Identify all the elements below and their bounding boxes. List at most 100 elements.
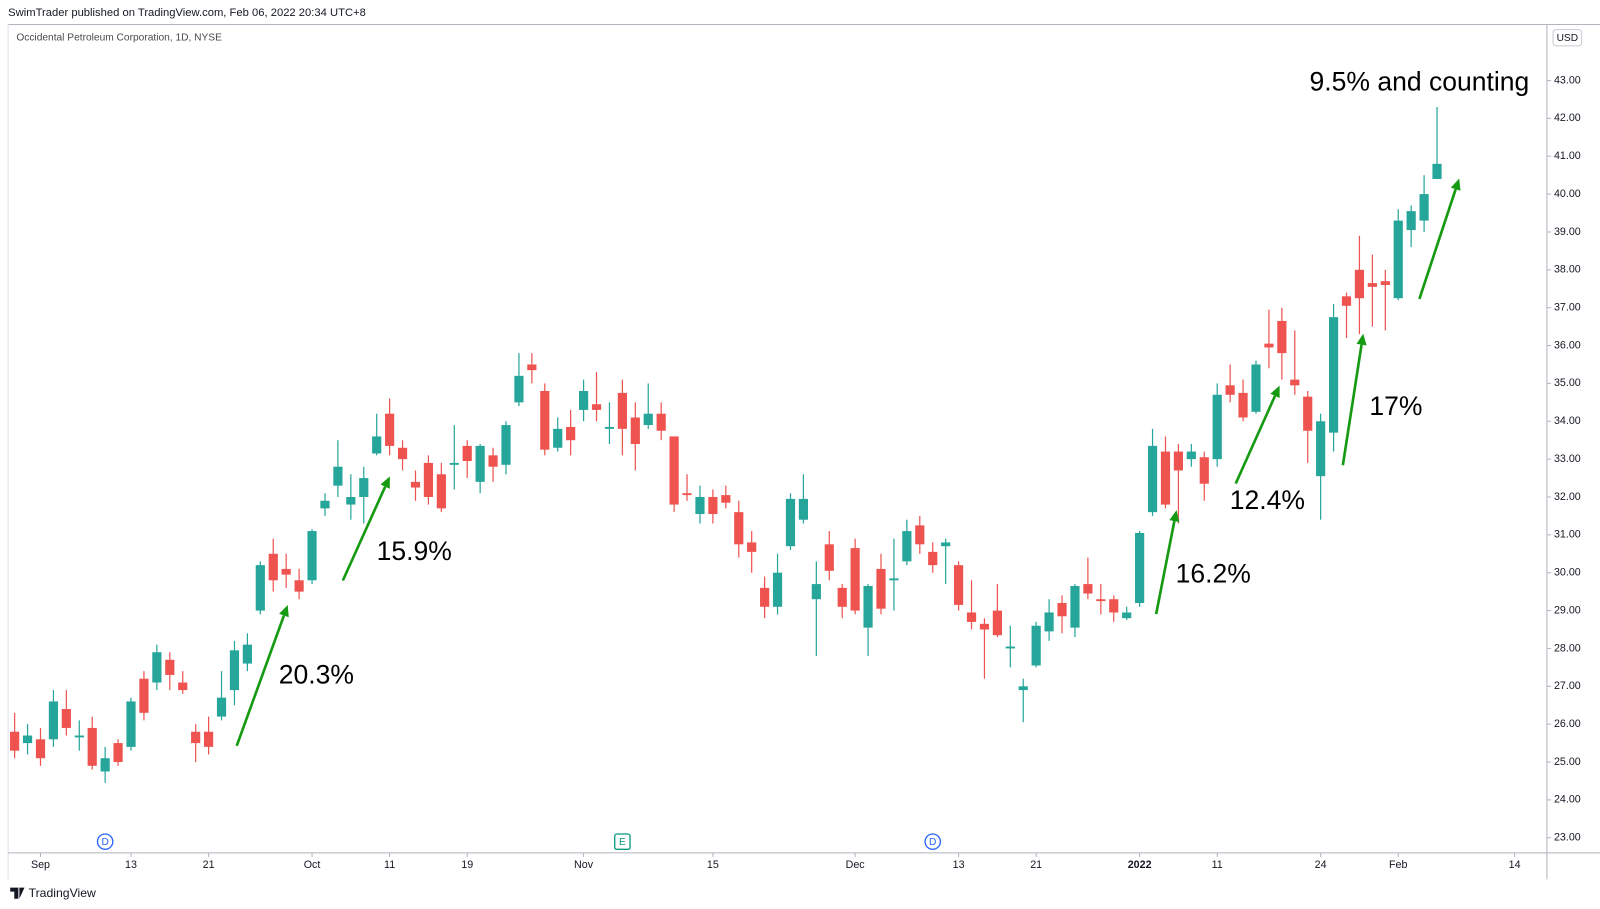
y-tick-label: 40.00 <box>1554 188 1581 200</box>
y-tick-label: 42.00 <box>1554 112 1581 124</box>
candle-body <box>966 612 977 622</box>
candle-body <box>372 436 382 454</box>
y-tick-label: 38.00 <box>1554 264 1581 276</box>
y-tick-label: 29.00 <box>1554 604 1581 616</box>
candle-body <box>1290 379 1300 386</box>
candle-body <box>566 426 576 441</box>
annotation-label: 20.3% <box>279 659 354 689</box>
annotation: 9.5% and counting <box>1310 67 1529 300</box>
candle-body <box>1070 585 1080 628</box>
candle-body <box>501 425 511 465</box>
candle-body <box>1225 385 1235 395</box>
candle-body <box>1393 220 1403 299</box>
candle-body <box>1419 194 1429 221</box>
y-tick-label: 34.00 <box>1554 415 1581 427</box>
candle-body <box>1406 211 1416 231</box>
annotation-arrowhead <box>1169 510 1180 523</box>
candle-body <box>178 682 188 691</box>
annotation: 15.9% <box>341 476 452 582</box>
candle-body <box>281 568 291 575</box>
y-tick-label: 39.00 <box>1554 226 1581 238</box>
annotation-label: 12.4% <box>1230 485 1305 515</box>
candle-body <box>74 735 84 738</box>
candle-body <box>630 417 640 444</box>
currency-box <box>1552 29 1583 47</box>
candle-body <box>992 610 1002 636</box>
candle-body <box>1277 320 1287 354</box>
candle-body <box>1109 599 1119 613</box>
x-tick-label: 14 <box>1509 859 1521 871</box>
candle-body <box>527 364 537 371</box>
candle-body <box>165 659 175 675</box>
event-label: D <box>929 837 936 848</box>
candle-body <box>798 498 809 520</box>
candle-body <box>255 565 265 611</box>
candle-body <box>359 478 369 497</box>
candle-body <box>139 678 149 713</box>
candle-body <box>941 542 951 547</box>
y-tick-label: 33.00 <box>1554 453 1581 465</box>
annotation-arrowhead <box>1450 178 1461 191</box>
x-tick-label: 2022 <box>1128 859 1152 871</box>
annotation: 17% <box>1341 333 1422 466</box>
event-label: D <box>101 837 108 848</box>
candle-body <box>1160 451 1171 505</box>
x-tick-label: Nov <box>574 859 594 871</box>
candle-body <box>10 731 20 751</box>
candle-body <box>1018 686 1028 691</box>
candle-body <box>889 578 899 581</box>
annotation: 16.2% <box>1154 510 1251 615</box>
annotation-label: 15.9% <box>377 536 452 566</box>
candle-body <box>22 735 33 744</box>
candle-body <box>1328 317 1339 433</box>
candle-body <box>1316 421 1326 477</box>
candle-body <box>268 553 278 581</box>
candle-body <box>540 390 550 450</box>
candle-body <box>48 701 59 740</box>
x-tick-label: Oct <box>304 859 321 871</box>
annotation-arrowhead <box>380 476 390 489</box>
event-icon <box>614 833 631 850</box>
candle-body <box>449 462 459 465</box>
candle-body <box>1251 364 1261 412</box>
candle-body <box>294 580 304 592</box>
y-tick-label: 23.00 <box>1554 832 1581 844</box>
event-marker: E <box>614 833 631 850</box>
candle-body <box>1212 394 1222 460</box>
candle-body <box>410 481 421 488</box>
candle-body <box>1367 283 1377 287</box>
candle-body <box>760 587 770 607</box>
candle-body <box>1341 296 1352 306</box>
candle-body <box>578 390 589 410</box>
annotation-arrow <box>1154 520 1176 615</box>
y-tick-label: 36.00 <box>1554 339 1581 351</box>
candle-body <box>87 727 97 766</box>
x-tick-label: 13 <box>953 859 965 871</box>
chart-title: Occidental Petroleum Corporation, 1D, NY… <box>16 32 222 43</box>
candle-body <box>591 404 602 410</box>
candle-body <box>1147 445 1158 513</box>
y-tick-label: 37.00 <box>1554 302 1581 314</box>
annotation: 20.3% <box>235 604 354 747</box>
annotation-arrow <box>1234 395 1277 485</box>
candle-body <box>1264 343 1274 348</box>
candle-body <box>1057 603 1067 617</box>
candle-body <box>475 445 485 482</box>
annotation-arrow <box>1418 188 1457 300</box>
candle-body <box>928 551 938 566</box>
candle-body <box>1005 646 1015 649</box>
candle-body <box>423 462 434 497</box>
candle-body <box>643 413 653 426</box>
annotation-arrowhead <box>1270 385 1280 398</box>
logo-text: TradingView <box>29 886 96 900</box>
candle-body <box>915 525 925 545</box>
candle-body <box>604 426 615 429</box>
candle-body <box>1238 392 1248 418</box>
candle-body <box>1135 532 1145 604</box>
event-icon <box>924 833 942 850</box>
candle-body <box>1432 163 1442 179</box>
annotation-arrowhead <box>279 604 289 618</box>
x-tick-label: 21 <box>203 859 215 871</box>
candle-body <box>61 709 71 728</box>
